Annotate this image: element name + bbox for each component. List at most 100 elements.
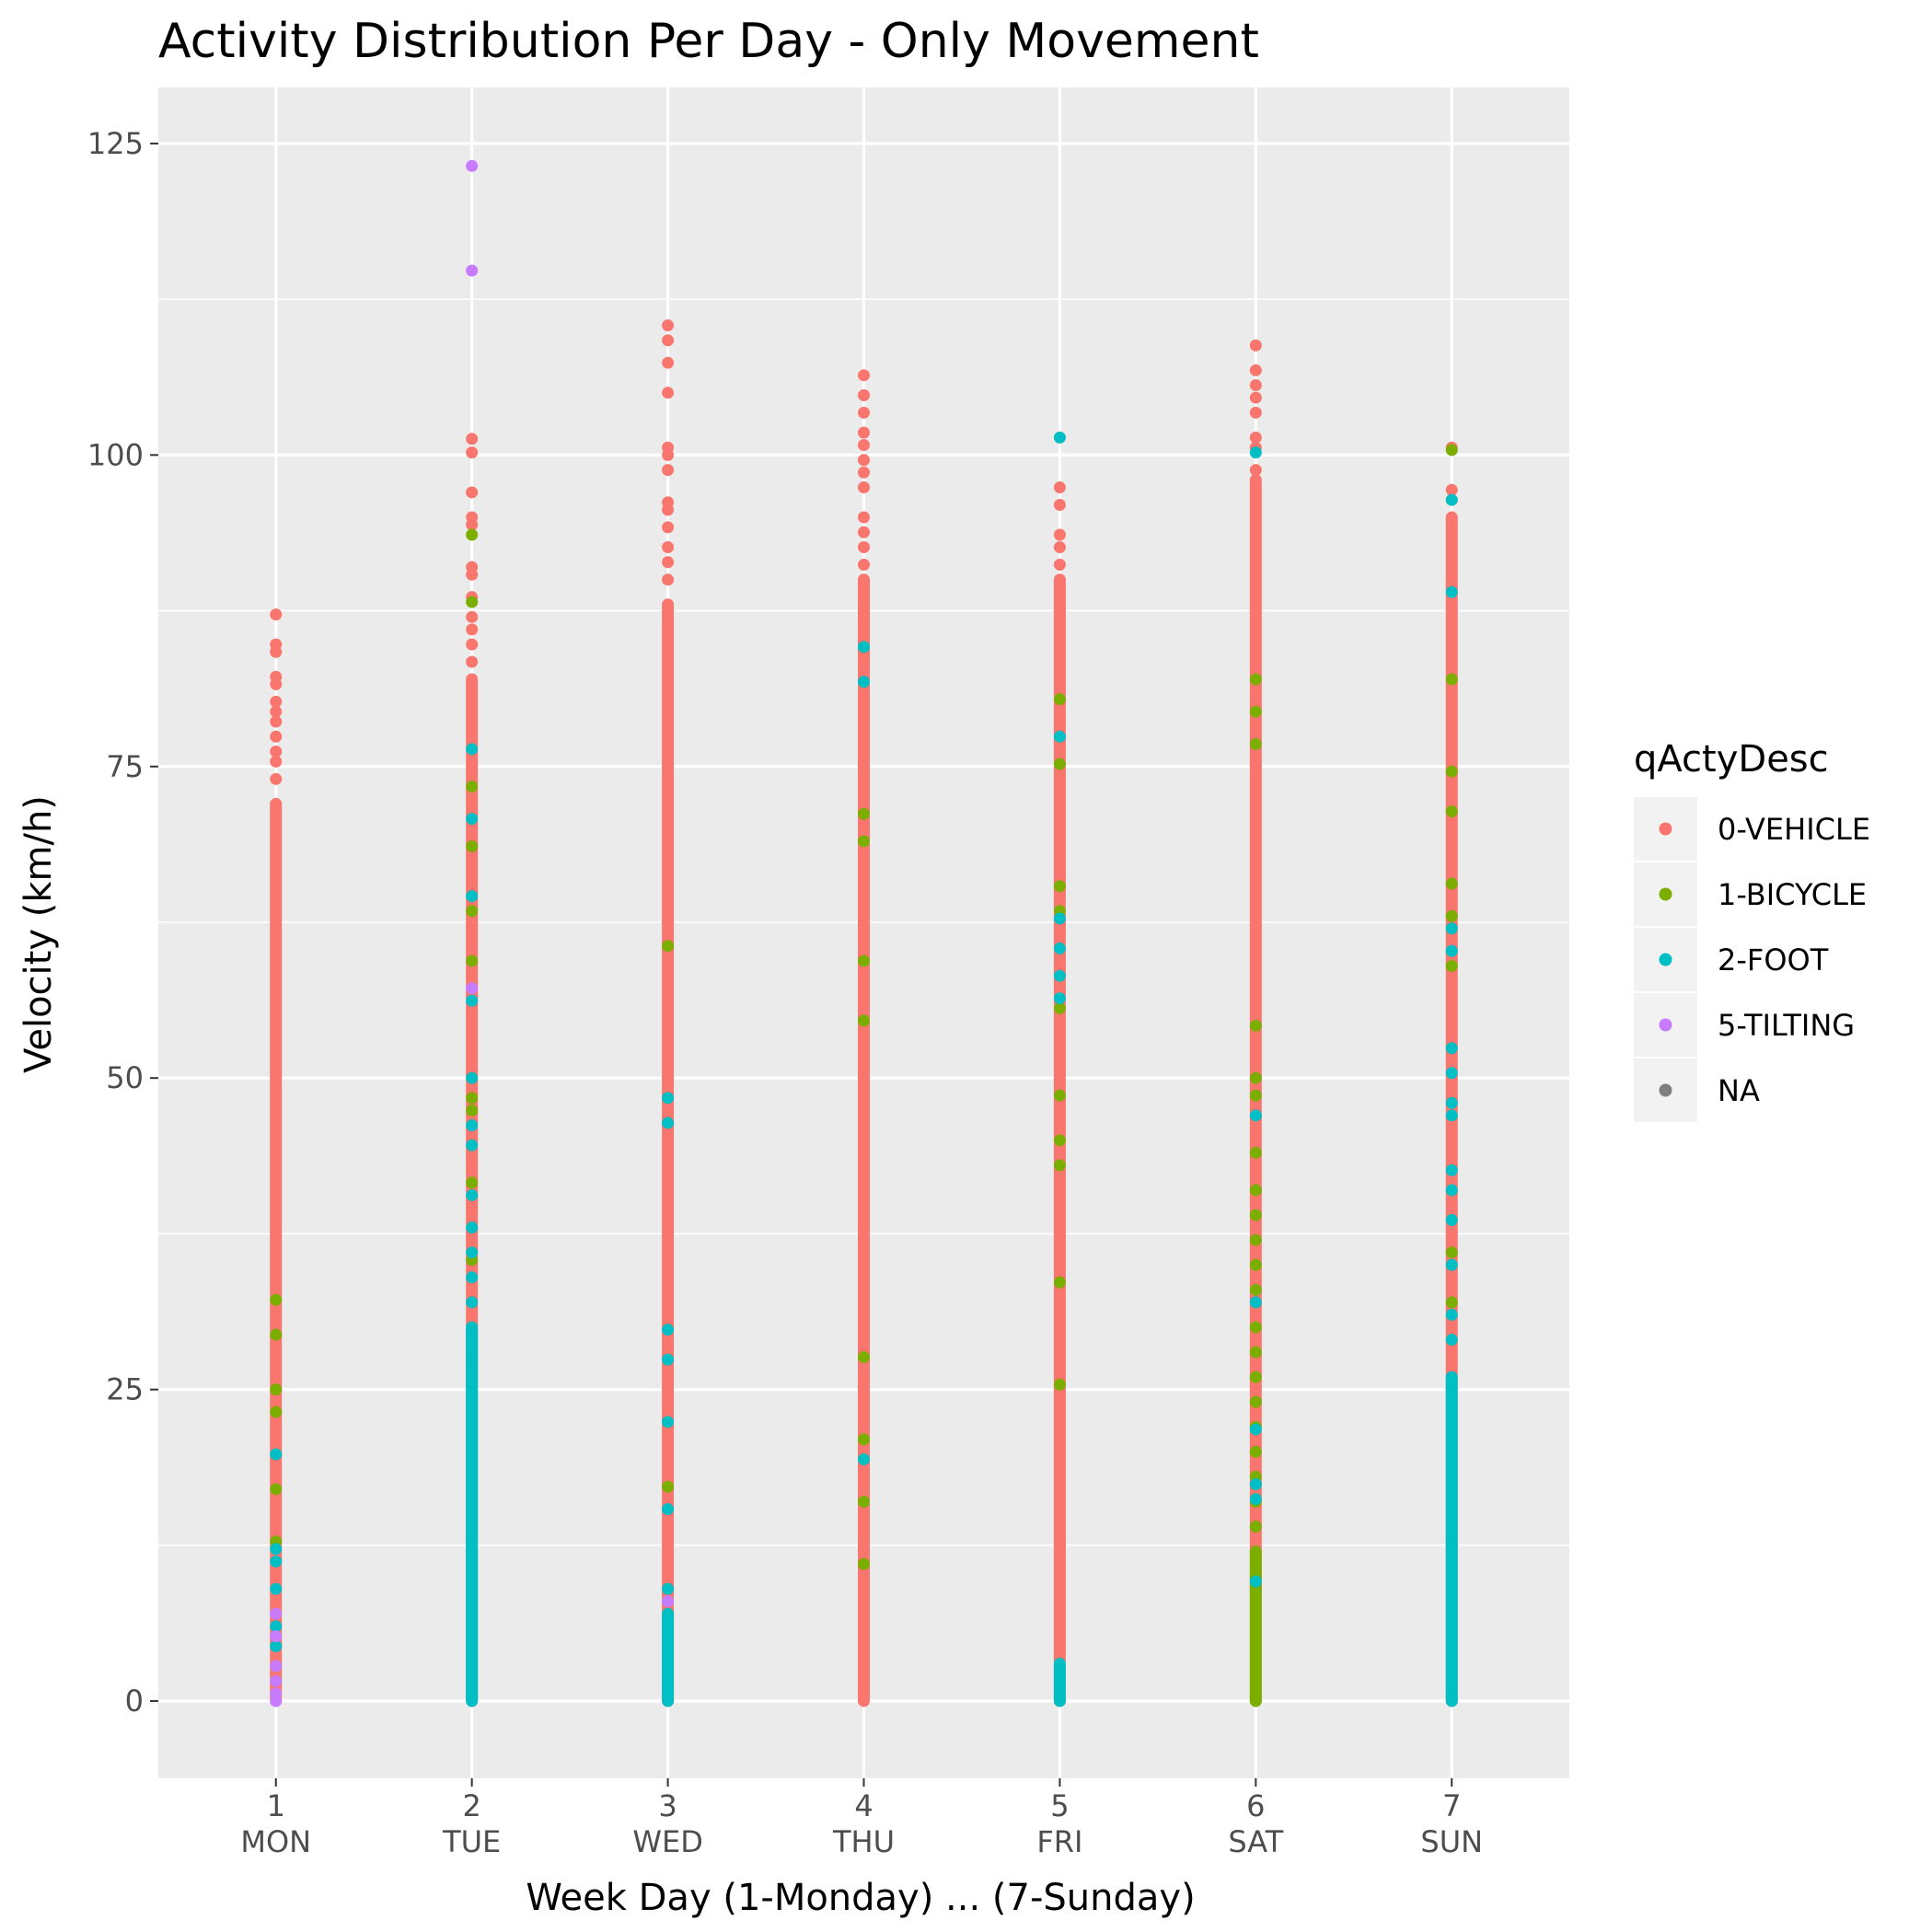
x-tick-number: 6: [1246, 1788, 1265, 1823]
x-tick-day: FRI: [1036, 1824, 1082, 1859]
data-point: [1249, 364, 1262, 376]
axis-ticks: [150, 142, 1453, 1787]
data-point: [1445, 1109, 1458, 1122]
data-point: [1249, 446, 1262, 459]
data-point: [466, 596, 479, 608]
legend-label: 1-BICYCLE: [1718, 877, 1867, 912]
legend-label: 0-VEHICLE: [1718, 812, 1870, 847]
data-point: [270, 1674, 283, 1687]
data-point: [662, 940, 675, 953]
legend-title: qActyDesc: [1634, 738, 1829, 781]
data-point: [1053, 1276, 1066, 1289]
data-point: [1445, 959, 1458, 972]
data-point: [662, 521, 675, 534]
data-point: [858, 369, 870, 382]
point-band: [1053, 1657, 1066, 1707]
data-point: [466, 638, 479, 651]
x-tick-number: 3: [658, 1788, 677, 1823]
data-point: [662, 1595, 675, 1608]
data-point: [270, 1483, 283, 1496]
data-point: [270, 705, 283, 718]
data-point: [1445, 585, 1458, 598]
data-point: [858, 511, 870, 524]
data-point: [466, 1271, 479, 1284]
data-point: [1249, 1283, 1262, 1296]
data-point: [1445, 483, 1458, 496]
data-point: [1445, 1163, 1458, 1176]
data-point: [858, 835, 870, 848]
data-point: [270, 1695, 283, 1707]
data-point: [270, 1620, 283, 1633]
point-band: [1249, 1545, 1262, 1707]
data-point: [270, 1406, 283, 1418]
y-tick-label: 50: [106, 1060, 144, 1095]
data-point: [1249, 1233, 1262, 1246]
data-point: [1053, 1134, 1066, 1147]
data-point: [1053, 969, 1066, 982]
data-point: [466, 743, 479, 756]
data-point: [270, 772, 283, 785]
data-point: [466, 1092, 479, 1105]
point-band: [662, 598, 675, 1707]
x-tick-number: 1: [267, 1788, 285, 1823]
x-tick-day: TUE: [442, 1824, 501, 1859]
data-point: [662, 319, 675, 332]
data-point: [1445, 493, 1458, 506]
data-point: [1445, 765, 1458, 778]
data-point: [466, 1071, 479, 1084]
data-point: [662, 334, 675, 347]
data-point: [858, 676, 870, 688]
data-point: [1053, 880, 1066, 893]
data-point: [466, 1104, 479, 1116]
data-point: [1249, 1184, 1262, 1197]
data-point: [466, 813, 479, 826]
data-point: [662, 1353, 675, 1366]
x-tick-number: 4: [854, 1788, 873, 1823]
legend-swatch: [1659, 953, 1672, 966]
x-tick-number: 5: [1050, 1788, 1069, 1823]
data-point: [1249, 1493, 1262, 1506]
data-point: [270, 1328, 283, 1341]
data-point: [662, 1092, 675, 1105]
legend-item: 1-BICYCLE: [1634, 862, 1867, 926]
legend-swatch: [1659, 1083, 1672, 1097]
data-point: [466, 264, 479, 277]
point-band: [1445, 1371, 1458, 1707]
data-point: [1445, 1067, 1458, 1080]
legend-label: NA: [1718, 1073, 1760, 1108]
point-band: [270, 797, 283, 1707]
data-point: [1053, 481, 1066, 494]
data-point: [1053, 758, 1066, 770]
y-tick-label: 75: [106, 749, 144, 784]
data-point: [466, 1296, 479, 1309]
data-point: [662, 1324, 675, 1336]
data-point: [662, 1582, 675, 1595]
x-tick-number: 7: [1442, 1788, 1461, 1823]
x-tick-day: MON: [240, 1824, 311, 1859]
data-point: [662, 387, 675, 399]
data-point: [1445, 1308, 1458, 1321]
data-point: [270, 1660, 283, 1672]
data-point: [466, 1176, 479, 1189]
data-point: [662, 503, 675, 516]
data-point: [1053, 942, 1066, 954]
data-point: [858, 1557, 870, 1570]
data-point: [662, 1416, 675, 1429]
data-point: [662, 356, 675, 369]
data-point: [662, 541, 675, 554]
data-point: [270, 1607, 283, 1620]
data-point: [1445, 1246, 1458, 1259]
data-point: [1053, 992, 1066, 1005]
data-point: [270, 1543, 283, 1556]
data-point: [1249, 464, 1262, 477]
legend-swatch: [1659, 822, 1672, 836]
data-point: [1445, 1333, 1458, 1346]
data-point: [858, 439, 870, 452]
y-tick-labels: 0 25 50 75 100 125: [87, 126, 144, 1718]
data-point: [1249, 379, 1262, 392]
data-point: [858, 641, 870, 654]
data-point: [1249, 1395, 1262, 1408]
data-point: [1249, 1258, 1262, 1271]
point-band: [662, 1607, 675, 1707]
